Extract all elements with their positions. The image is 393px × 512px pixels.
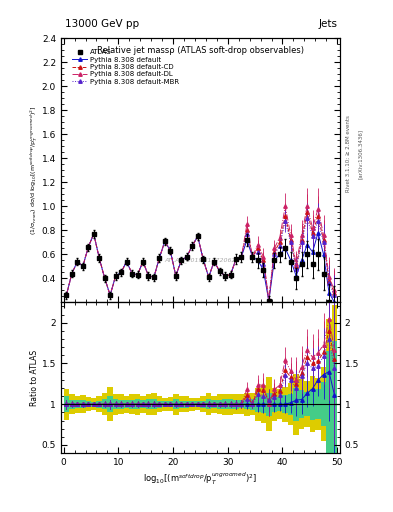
Y-axis label: (1/σ$_{resm}$) dσ/d log$_{10}$[(m$^{soft drop}$/p$_T^{ungroomed}$)$^2$]: (1/σ$_{resm}$) dσ/d log$_{10}$[(m$^{soft… [29,105,40,235]
Text: [arXiv:1306.3436]: [arXiv:1306.3436] [358,129,363,179]
Legend: ATLAS, Pythia 8.308 default, Pythia 8.308 default-CD, Pythia 8.308 default-DL, P: ATLAS, Pythia 8.308 default, Pythia 8.30… [70,47,181,87]
Text: 13000 GeV pp: 13000 GeV pp [65,19,139,29]
Text: ATLAS_2019_I1772062: ATLAS_2019_I1772062 [165,257,236,263]
Text: Relative jet massρ (ATLAS soft-drop observables): Relative jet massρ (ATLAS soft-drop obse… [97,46,304,55]
Text: Rivet 3.1.10; ≥ 2.8M events: Rivet 3.1.10; ≥ 2.8M events [346,115,351,192]
Y-axis label: Ratio to ATLAS: Ratio to ATLAS [30,350,39,406]
Text: Jets: Jets [319,19,338,29]
X-axis label: log$_{10}$[(m$^{soft drop}$/p$_T^{ungroomed}$)$^2$]: log$_{10}$[(m$^{soft drop}$/p$_T^{ungroo… [143,471,257,487]
